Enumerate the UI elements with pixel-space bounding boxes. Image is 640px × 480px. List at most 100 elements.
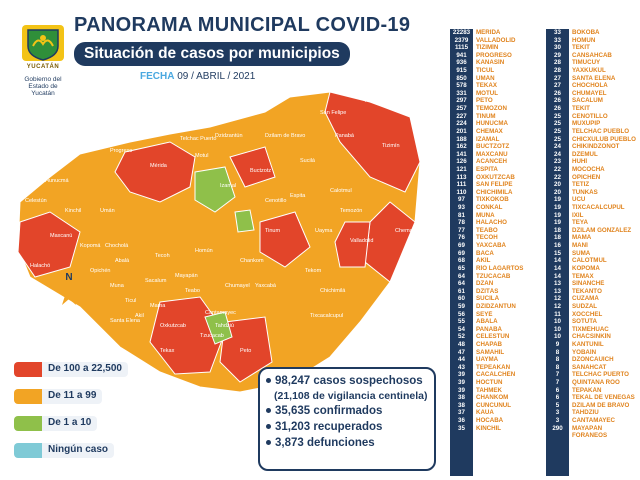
municipality-name: TIZIMÍN <box>476 44 499 52</box>
municipality-name: TEMOZÓN <box>476 105 507 113</box>
case-count: 55 <box>458 318 465 326</box>
municipality-map-label: Temozón <box>340 208 362 214</box>
municipality-map-label: Hunucmá <box>45 178 69 184</box>
case-count: 13 <box>554 280 561 288</box>
municipality-name: HOCABÁ <box>476 417 504 425</box>
municipality-name: KOPOMÁ <box>572 264 600 272</box>
case-count: 227 <box>456 112 467 120</box>
case-count: 22 <box>554 173 561 181</box>
municipality-map-label: Progreso <box>110 148 132 154</box>
municipality-map-label: Tizimín <box>382 143 400 149</box>
case-count: 59 <box>458 302 465 310</box>
municipality-name: YAXKUKUL <box>572 67 606 75</box>
municipality-name: TUNKÁS <box>572 188 598 196</box>
case-count: 25 <box>554 120 561 128</box>
municipality-name: MAYAPÁN <box>572 424 603 432</box>
case-count: 290 <box>552 424 563 432</box>
case-count: 10 <box>554 333 561 341</box>
case-count: 54 <box>458 325 465 333</box>
municipality-name: TEKIT <box>572 44 590 52</box>
case-count: 26 <box>554 97 561 105</box>
municipality-name: TINUM <box>476 112 496 120</box>
municipality-name: DZEMUL <box>572 150 598 158</box>
municipality-name: KANASÍN <box>476 59 505 67</box>
municipality-name: CANTAMAYEC <box>572 417 615 425</box>
case-count: 162 <box>456 143 467 151</box>
municipality-name: SOTUTA <box>572 318 597 326</box>
case-count: 35 <box>458 424 465 432</box>
case-count: 15 <box>554 249 561 257</box>
municipality-name: CHICXULUB PUEBLO <box>572 135 636 143</box>
case-count: 121 <box>456 165 467 173</box>
municipality-name: TETIZ <box>572 181 590 189</box>
municipality-name: IXIL <box>572 211 584 219</box>
municipality-map-label: Tixcacalcupul <box>310 313 343 319</box>
municipality-name: DZAN <box>476 280 494 288</box>
coat-of-arms-icon <box>22 25 64 61</box>
municipality-name: KINCHIL <box>476 424 502 432</box>
municipality-map-label: Tahdziú <box>215 323 234 329</box>
region-valladolid <box>334 221 371 268</box>
legend-swatch <box>14 361 42 377</box>
municipality-map-label: Abalá <box>115 258 130 264</box>
region-west-high <box>17 211 81 278</box>
case-count: 29 <box>554 51 561 59</box>
case-count: 126 <box>456 158 467 166</box>
municipality-name: HOCTÚN <box>476 379 503 387</box>
municipality-name: DZILAM GONZÁLEZ <box>572 226 632 234</box>
municipality-name: SACALUM <box>572 97 603 105</box>
municipality-name: CUZAMÁ <box>572 295 599 303</box>
case-count: 26 <box>554 105 561 113</box>
case-count: 941 <box>456 51 467 59</box>
municipality-name: AKIL <box>476 257 491 265</box>
municipality-map-label: Sucilá <box>300 158 316 164</box>
municipality-name: SEYÉ <box>476 310 493 318</box>
case-count: 44 <box>458 356 465 364</box>
case-count: 33 <box>554 29 561 36</box>
recovered-cases: 31,203 recuperados <box>266 419 428 435</box>
municipality-name: MUXUPIP <box>572 120 601 128</box>
case-count: 8 <box>555 348 560 356</box>
date-label: FECHA <box>140 71 175 82</box>
region-peto <box>219 316 273 383</box>
case-count: 3 <box>555 409 560 417</box>
municipality-name: PETO <box>476 97 493 105</box>
municipality-name: MOCOCHÁ <box>572 165 605 173</box>
municipality-map-label: Tecoh <box>155 253 170 259</box>
case-count: 93 <box>458 204 465 212</box>
legend-item: De 11 a 99 <box>14 387 144 405</box>
case-count: 26 <box>554 89 561 97</box>
municipality-map-label: Chichimilá <box>320 288 346 294</box>
region-center-high <box>259 211 311 268</box>
case-count: 111 <box>456 181 467 189</box>
deaths: 3,873 defunciones <box>266 435 428 451</box>
legend-label: De 11 a 99 <box>42 388 103 404</box>
case-count: 19 <box>554 219 561 227</box>
municipality-name: TEMAX <box>572 272 594 280</box>
case-count: 28 <box>554 59 561 67</box>
date-value: 09 / ABRIL / 2021 <box>177 71 256 82</box>
municipality-map-label: Mayapán <box>175 273 198 279</box>
municipality-name: TZUCACAB <box>476 272 511 280</box>
case-count: 936 <box>456 59 467 67</box>
municipality-name: TEKANTÓ <box>572 287 602 295</box>
municipality-name: SUDZAL <box>572 302 598 310</box>
municipality-name: SUMA <box>572 249 591 257</box>
municipality-map-label: Cenotillo <box>265 198 286 204</box>
case-count: 11 <box>554 310 561 318</box>
municipality-name: BOKOBÁ <box>572 29 600 36</box>
municipality-name: UAYMA <box>476 356 499 364</box>
municipality-name: TAHMEK <box>476 386 503 394</box>
municipality-map-label: Tinum <box>265 228 280 234</box>
legend-swatch <box>14 442 42 458</box>
case-count: 76 <box>458 234 465 242</box>
municipality-map-label: Mérida <box>150 163 168 169</box>
municipality-map-label: Espita <box>290 193 306 199</box>
municipality-map-label: Kinchil <box>65 208 81 214</box>
case-count: 48 <box>458 340 465 348</box>
municipality-name: ACANCEH <box>476 158 507 166</box>
suspected-cases: 98,247 casos sospechosos <box>266 373 428 389</box>
municipality-map-label: Buctzotz <box>250 168 271 174</box>
municipality-name: KAUA <box>476 409 494 417</box>
case-count: 915 <box>456 67 467 75</box>
